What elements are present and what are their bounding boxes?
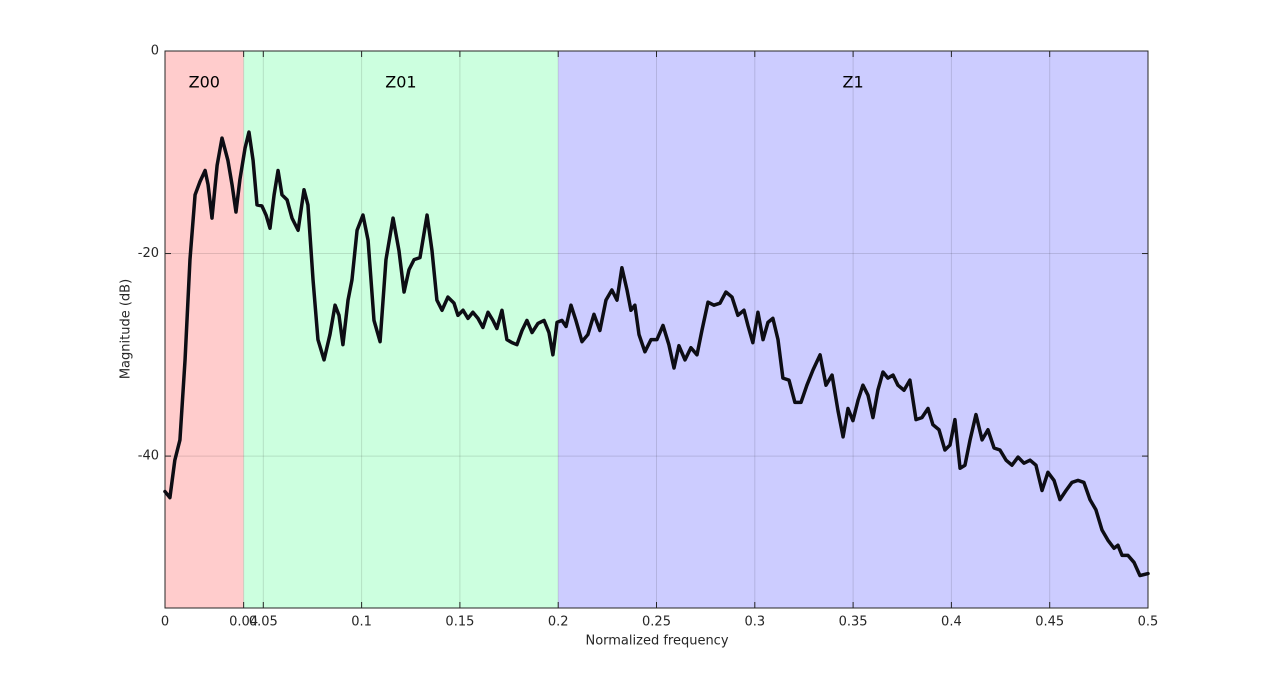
region-label: Z00 <box>189 73 220 92</box>
x-tick-label: 0.04 <box>229 615 258 630</box>
x-tick-label: 0.5 <box>1138 615 1159 630</box>
plot-frame <box>164 50 1149 609</box>
x-axis-label: Normalized frequency <box>585 634 728 649</box>
region <box>243 51 559 608</box>
y-axis-label: Magnitude (dB) <box>119 279 134 379</box>
y-tick-label: -20 <box>138 246 159 261</box>
x-tick-label: 0.15 <box>445 615 474 630</box>
x-tick-label: 0.35 <box>839 615 868 630</box>
region-label: Z1 <box>843 73 864 92</box>
data-line <box>163 130 1150 578</box>
region <box>558 51 1148 608</box>
x-tick-label: 0.4 <box>941 615 962 630</box>
x-tick-label: 0.25 <box>642 615 671 630</box>
x-tick-label: 0.05 <box>249 615 278 630</box>
x-tick-label: 0.3 <box>744 615 765 630</box>
region <box>165 51 244 608</box>
y-tick-label: 0 <box>151 44 159 59</box>
x-tick-label: 0.1 <box>351 615 372 630</box>
x-tick-label: 0 <box>161 615 169 630</box>
region-label: Z01 <box>385 73 416 92</box>
x-tick-label: 0.45 <box>1035 615 1064 630</box>
y-tick-label: -40 <box>138 449 159 464</box>
x-tick-label: 0.2 <box>548 615 569 630</box>
